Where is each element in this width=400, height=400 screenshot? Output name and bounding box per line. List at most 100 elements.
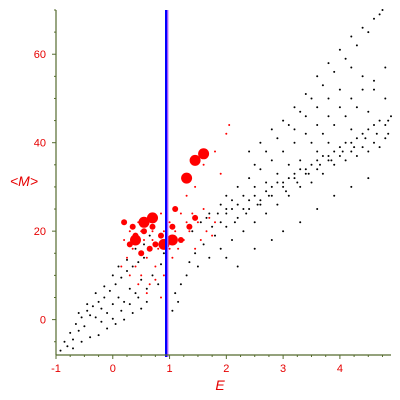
data-point-black bbox=[270, 185, 273, 188]
data-point-black bbox=[304, 172, 307, 175]
data-point-black bbox=[128, 287, 131, 290]
data-point-black bbox=[253, 247, 256, 250]
data-point-black bbox=[208, 256, 211, 259]
data-point-black bbox=[338, 146, 341, 149]
data-point-black bbox=[338, 106, 341, 109]
data-point-black bbox=[242, 194, 245, 197]
data-point-black bbox=[179, 283, 182, 286]
x-tick-label: 0 bbox=[110, 363, 116, 375]
data-point-black bbox=[310, 141, 313, 144]
x-axis-ticks: -1 0 1 2 3 4 bbox=[51, 355, 383, 375]
data-point-black bbox=[327, 159, 330, 162]
data-point-black bbox=[245, 212, 248, 215]
data-point-black bbox=[225, 212, 228, 215]
data-point-red-small bbox=[148, 283, 151, 286]
data-point-red-large bbox=[181, 172, 193, 184]
data-point-black bbox=[350, 97, 353, 100]
data-point-black bbox=[333, 163, 336, 166]
data-point-black bbox=[341, 150, 344, 153]
data-point-black bbox=[199, 221, 202, 224]
data-point-black bbox=[140, 307, 143, 310]
data-point-black bbox=[242, 230, 245, 233]
vertical-band-dark bbox=[165, 10, 168, 357]
data-point-black bbox=[205, 216, 208, 219]
data-point-red-small bbox=[162, 274, 165, 277]
data-point-black bbox=[338, 88, 341, 91]
data-point-black bbox=[259, 168, 262, 171]
data-point-black bbox=[276, 181, 279, 184]
data-point-black bbox=[114, 283, 117, 286]
data-point-red-small bbox=[145, 256, 148, 259]
data-point-black bbox=[350, 35, 353, 38]
data-point-black bbox=[140, 278, 143, 281]
data-point-black bbox=[214, 234, 216, 237]
data-point-red-small bbox=[228, 124, 231, 126]
data-point-black bbox=[267, 194, 270, 197]
data-point-black bbox=[304, 168, 307, 171]
data-point-black bbox=[177, 300, 180, 303]
data-point-black bbox=[131, 312, 134, 314]
data-point-black bbox=[106, 312, 109, 314]
data-point-black bbox=[160, 263, 162, 266]
data-point-black bbox=[72, 347, 74, 350]
data-point-black bbox=[282, 230, 285, 233]
data-point-black bbox=[236, 265, 239, 268]
data-point-black bbox=[373, 79, 375, 82]
data-point-red-large bbox=[198, 148, 210, 160]
data-point-black bbox=[174, 292, 177, 295]
data-point-black bbox=[123, 318, 126, 321]
y-tick-label: 20 bbox=[34, 226, 46, 238]
data-point-black bbox=[157, 283, 160, 286]
data-point-black bbox=[384, 66, 387, 69]
data-point-black bbox=[338, 48, 341, 51]
data-point-black bbox=[361, 75, 364, 78]
data-point-red-small bbox=[171, 256, 174, 259]
data-point-black bbox=[131, 265, 134, 268]
data-point-black bbox=[355, 137, 358, 140]
x-tick-label: 1 bbox=[166, 363, 172, 375]
data-point-black bbox=[196, 265, 199, 268]
data-point-black bbox=[77, 312, 80, 314]
data-point-black bbox=[373, 17, 375, 20]
data-point-black bbox=[321, 84, 324, 87]
data-point-black bbox=[108, 289, 111, 292]
data-point-red-small bbox=[154, 278, 157, 281]
data-point-red-large bbox=[138, 216, 150, 228]
data-point-black bbox=[91, 305, 94, 308]
data-point-black bbox=[307, 172, 310, 175]
data-point-black bbox=[287, 194, 290, 197]
data-point-black bbox=[282, 185, 285, 188]
data-point-black bbox=[350, 150, 353, 153]
data-point-black bbox=[378, 13, 381, 16]
data-point-black bbox=[330, 159, 333, 162]
data-point-red-medium bbox=[146, 245, 153, 252]
data-point-black bbox=[316, 75, 319, 78]
data-point-red-small bbox=[177, 247, 180, 250]
data-point-red-small bbox=[137, 283, 140, 286]
plot-area bbox=[59, 9, 392, 352]
data-point-black bbox=[126, 270, 128, 272]
data-point-black bbox=[194, 252, 197, 255]
data-point-red-medium bbox=[141, 228, 147, 235]
data-point-black bbox=[94, 292, 97, 295]
data-point-red-medium bbox=[152, 241, 159, 248]
data-point-black bbox=[378, 119, 381, 122]
data-point-red-small bbox=[185, 221, 188, 224]
data-point-black bbox=[373, 141, 375, 144]
data-point-red-small bbox=[168, 221, 171, 224]
x-tick-label: -1 bbox=[51, 363, 61, 375]
data-point-black bbox=[103, 296, 106, 299]
data-point-black bbox=[111, 274, 114, 277]
y-axis-ticks: 0 20 40 60 bbox=[34, 9, 56, 343]
data-point-black bbox=[310, 97, 313, 100]
data-point-black bbox=[378, 146, 381, 149]
data-point-black bbox=[265, 190, 268, 193]
data-point-black bbox=[219, 203, 222, 206]
data-point-black bbox=[231, 239, 233, 241]
data-point-red-small bbox=[191, 212, 194, 215]
data-point-black bbox=[137, 296, 140, 299]
data-point-red-small bbox=[168, 247, 171, 250]
data-point-black bbox=[338, 155, 341, 157]
data-point-black bbox=[114, 323, 117, 325]
